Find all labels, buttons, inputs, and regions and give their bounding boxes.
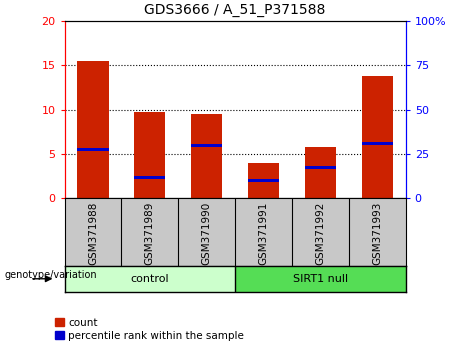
Bar — [191, 114, 222, 198]
Text: GSM371989: GSM371989 — [145, 202, 155, 265]
Bar — [361, 76, 393, 198]
Text: GSM371990: GSM371990 — [201, 202, 212, 265]
FancyBboxPatch shape — [235, 266, 406, 292]
Title: GDS3666 / A_51_P371588: GDS3666 / A_51_P371588 — [144, 4, 326, 17]
Bar — [305, 166, 336, 169]
Bar — [77, 148, 109, 151]
Text: genotype/variation: genotype/variation — [5, 270, 97, 280]
Text: GSM371988: GSM371988 — [88, 202, 98, 265]
Bar — [134, 176, 165, 179]
Text: GSM371993: GSM371993 — [372, 202, 382, 265]
Text: control: control — [130, 274, 169, 284]
Bar — [191, 144, 222, 147]
Bar — [361, 142, 393, 145]
Text: SIRT1 null: SIRT1 null — [293, 274, 348, 284]
Bar — [248, 179, 279, 182]
FancyBboxPatch shape — [65, 266, 235, 292]
Text: GSM371991: GSM371991 — [259, 202, 269, 265]
Text: GSM371992: GSM371992 — [315, 202, 325, 265]
Bar — [77, 61, 109, 198]
Legend: count, percentile rank within the sample: count, percentile rank within the sample — [51, 314, 248, 345]
Bar — [134, 112, 165, 198]
Bar — [248, 163, 279, 198]
Bar — [305, 147, 336, 198]
